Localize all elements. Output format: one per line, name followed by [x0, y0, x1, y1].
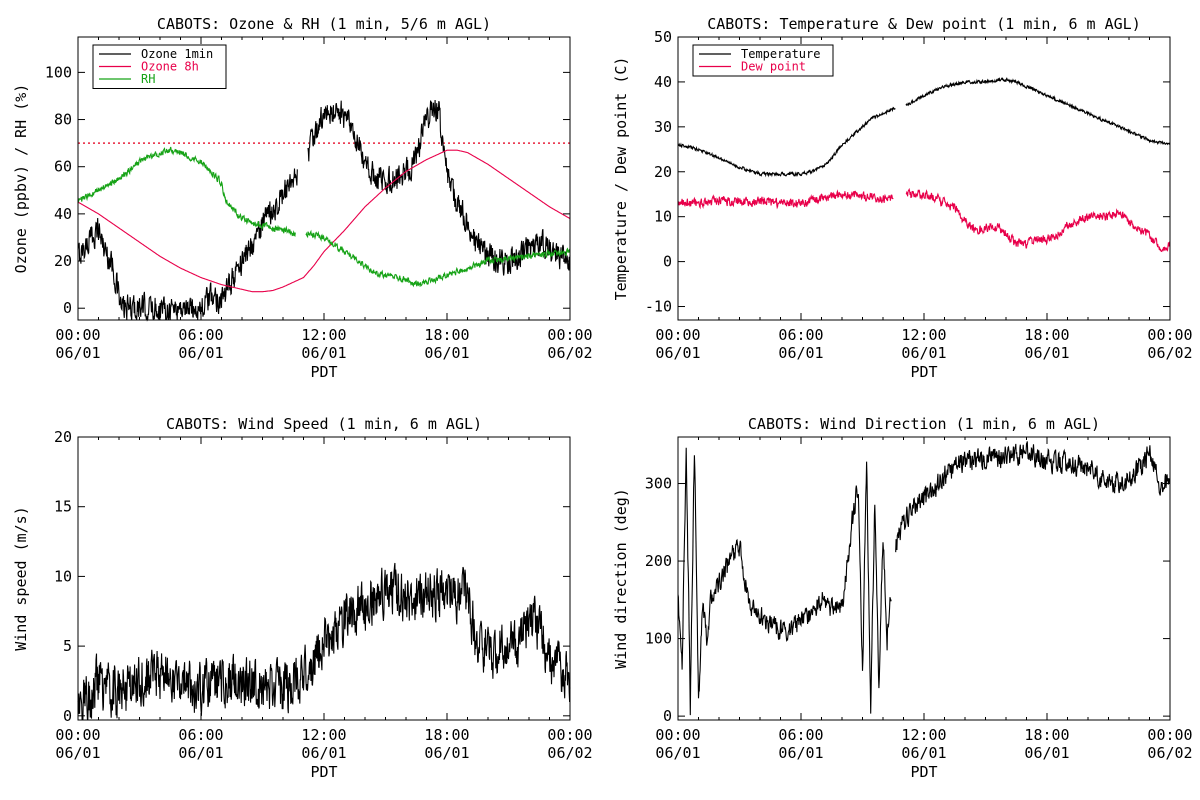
x-tick-date-label: 06/01	[655, 744, 700, 762]
x-tick-label: 18:00	[1024, 326, 1069, 344]
x-tick-date-label: 06/01	[424, 744, 469, 762]
x-tick-date-label: 06/02	[1147, 344, 1192, 362]
x-tick-label: 18:00	[1024, 726, 1069, 744]
x-tick-label: 18:00	[424, 326, 469, 344]
x-tick-date-label: 06/02	[547, 744, 592, 762]
y-tick-label: 0	[63, 299, 72, 317]
plot-frame	[677, 36, 1171, 321]
y-tick-label: 40	[54, 205, 72, 223]
x-tick-label: 06:00	[778, 326, 823, 344]
series-line-1	[677, 441, 1171, 716]
x-tick-date-label: 06/01	[301, 344, 346, 362]
legend-label: Ozone 8h	[141, 60, 199, 74]
x-axis-label: PDT	[910, 363, 937, 381]
legend-box	[692, 44, 834, 77]
y-axis-label: Ozone (ppbv) / RH (%)	[12, 84, 30, 274]
plot-frame	[677, 436, 1171, 721]
series-line-2	[677, 187, 1171, 253]
series-line-1	[77, 562, 571, 721]
x-tick-date-label: 06/01	[901, 344, 946, 362]
x-tick-date-label: 06/01	[178, 744, 223, 762]
x-tick-label: 06:00	[178, 326, 223, 344]
chart-title: CABOTS: Wind Direction (1 min, 6 m AGL)	[748, 415, 1100, 433]
x-tick-date-label: 06/01	[55, 744, 100, 762]
x-tick-date-label: 06/01	[901, 744, 946, 762]
y-tick-label: 0	[663, 707, 672, 725]
x-tick-label: 18:00	[424, 726, 469, 744]
x-tick-label: 12:00	[901, 326, 946, 344]
y-tick-label: 30	[654, 118, 672, 136]
x-tick-date-label: 06/02	[1147, 744, 1192, 762]
x-axis-label: PDT	[310, 363, 337, 381]
y-axis-label: Wind direction (deg)	[612, 488, 630, 669]
x-tick-date-label: 06/01	[55, 344, 100, 362]
x-tick-date-label: 06/01	[655, 344, 700, 362]
y-tick-label: 100	[45, 63, 72, 81]
x-tick-label: 00:00	[547, 326, 592, 344]
x-tick-label: 00:00	[655, 326, 700, 344]
y-tick-label: 5	[63, 637, 72, 655]
series-line-2	[77, 149, 571, 293]
legend-label: Dew point	[741, 60, 806, 74]
legend-label: Ozone 1min	[141, 47, 213, 61]
y-axis-label: Wind speed (m/s)	[12, 506, 30, 651]
chart-panel-1: CABOTS: Ozone & RH (1 min, 5/6 m AGL) 00:…	[12, 15, 593, 381]
x-tick-date-label: 06/01	[178, 344, 223, 362]
y-tick-label: 15	[54, 498, 72, 516]
x-tick-label: 00:00	[1147, 726, 1192, 744]
y-tick-label: 50	[654, 28, 672, 46]
x-tick-label: 12:00	[301, 326, 346, 344]
chart-title: CABOTS: Wind Speed (1 min, 6 m AGL)	[166, 415, 482, 433]
x-tick-label: 00:00	[547, 726, 592, 744]
y-axis-label: Temperature / Dew point (C)	[612, 57, 630, 301]
x-tick-date-label: 06/02	[547, 344, 592, 362]
x-tick-label: 00:00	[655, 726, 700, 744]
x-tick-label: 00:00	[55, 326, 100, 344]
y-tick-label: 60	[54, 158, 72, 176]
y-tick-label: 10	[54, 567, 72, 585]
y-tick-label: 300	[645, 475, 672, 493]
x-tick-date-label: 06/01	[424, 344, 469, 362]
chart-panel-3: CABOTS: Wind Speed (1 min, 6 m AGL) 00:00…	[12, 415, 593, 781]
chart-title: CABOTS: Temperature & Dew point (1 min, …	[707, 15, 1140, 33]
series-line-3	[77, 146, 571, 288]
y-tick-label: 20	[54, 428, 72, 446]
y-tick-label: 40	[654, 73, 672, 91]
x-tick-date-label: 06/01	[1024, 344, 1069, 362]
x-tick-label: 00:00	[1147, 326, 1192, 344]
y-tick-label: 20	[654, 163, 672, 181]
x-axis-label: PDT	[310, 763, 337, 781]
y-tick-label: 200	[645, 552, 672, 570]
x-tick-label: 00:00	[55, 726, 100, 744]
x-tick-date-label: 06/01	[778, 744, 823, 762]
y-tick-label: 0	[663, 253, 672, 271]
y-tick-label: 80	[54, 111, 72, 129]
plot-frame	[77, 436, 571, 721]
y-tick-label: 0	[63, 707, 72, 725]
y-tick-label: 100	[645, 630, 672, 648]
legend-label: RH	[141, 72, 155, 86]
chart-title: CABOTS: Ozone & RH (1 min, 5/6 m AGL)	[157, 15, 491, 33]
chart-panel-2: CABOTS: Temperature & Dew point (1 min, …	[612, 15, 1193, 381]
x-tick-label: 06:00	[778, 726, 823, 744]
x-tick-label: 12:00	[901, 726, 946, 744]
x-tick-label: 06:00	[178, 726, 223, 744]
y-tick-label: -10	[645, 298, 672, 316]
x-axis-label: PDT	[910, 763, 937, 781]
legend-label: Temperature	[741, 47, 820, 61]
y-tick-label: 10	[654, 208, 672, 226]
series-line-1	[77, 99, 571, 322]
x-tick-date-label: 06/01	[1024, 744, 1069, 762]
y-tick-label: 20	[54, 252, 72, 270]
x-tick-date-label: 06/01	[778, 344, 823, 362]
x-tick-date-label: 06/01	[301, 744, 346, 762]
series-line-1	[677, 77, 1171, 178]
chart-panel-4: CABOTS: Wind Direction (1 min, 6 m AGL) 0…	[612, 415, 1193, 781]
x-tick-label: 12:00	[301, 726, 346, 744]
